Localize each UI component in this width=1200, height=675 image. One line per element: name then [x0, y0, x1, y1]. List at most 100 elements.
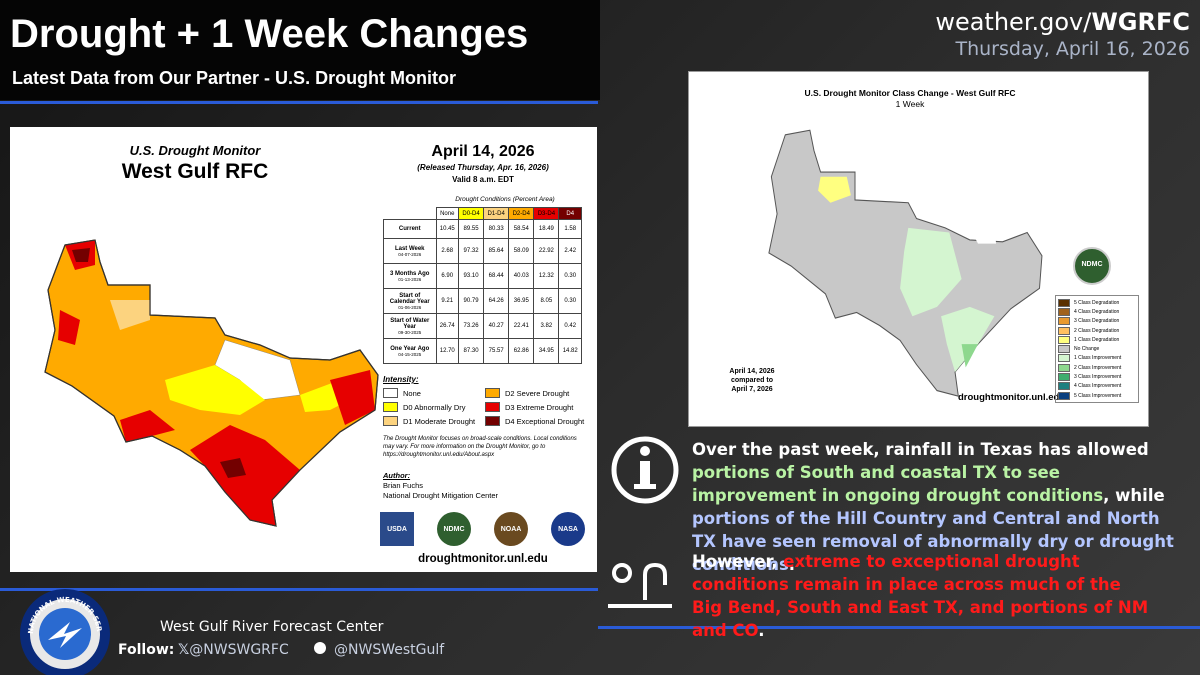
office: West Gulf River Forecast Center	[160, 619, 384, 635]
conditions-table: None D0-D4 D1-D4 D2-D4 D3-D4 D4 Current 10.45 89…	[383, 207, 582, 364]
usdm-date: April 14, 2026	[431, 143, 535, 160]
column-header: None	[435, 207, 459, 220]
cell: 40.27	[483, 313, 510, 339]
table-caption: Drought Conditions (Percent Area)	[455, 196, 555, 203]
cell: 12.32	[533, 263, 560, 289]
site-bold: WGRFC	[1091, 8, 1190, 36]
row-date: 04-15-2025	[398, 351, 422, 357]
legend-label: D1 Moderate Drought	[403, 416, 476, 426]
divider	[0, 101, 598, 104]
info-text: Over the past week, rainfall in Texas ha…	[692, 440, 1149, 459]
row-name: Current	[398, 226, 421, 232]
cell: 34.95	[533, 338, 560, 364]
column-header: D3-D4	[533, 207, 560, 220]
cell: 26.74	[435, 313, 459, 339]
author-label: Author:	[383, 471, 411, 480]
cell: 58.09	[508, 238, 535, 264]
usdm-title: U.S. Drought Monitor	[129, 143, 261, 158]
info-text: extreme to exceptional drought condition…	[692, 552, 1149, 640]
cell: 2.42	[558, 238, 582, 264]
legend-label: 1 Class Degradation	[1074, 336, 1120, 343]
legend-swatch	[1058, 382, 1070, 391]
logos: USDA NDMC NOAA NASA	[380, 512, 585, 546]
usdm-released: (Released Thursday, Apr. 16, 2026)	[417, 163, 549, 172]
info-paragraph: However, extreme to exceptional drought …	[692, 550, 1152, 642]
column-header: D2-D4	[508, 207, 535, 220]
weather-icon	[608, 562, 672, 608]
legend-label: 5 Class Improvement	[1074, 392, 1122, 399]
row-name: Start of Water Year	[390, 317, 430, 330]
legend-item: D0 Abnormally Dry	[383, 402, 466, 412]
table-row: Last Week 04-07-2026 2.68 97.32 85.64 58.09 22…	[383, 238, 582, 264]
legend-label: 3 Class Improvement	[1074, 374, 1122, 381]
legend-item: No Change	[1058, 344, 1136, 354]
table-row: One Year Ago 04-15-2025 12.70 87.30 75.57 62.…	[383, 338, 582, 364]
info-text: However,	[692, 552, 784, 571]
legend-label: D2 Severe Drought	[505, 388, 570, 398]
cell: 12.70	[435, 338, 459, 364]
legend-item: 3 Class Degradation	[1058, 317, 1136, 326]
change-title: U.S. Drought Monitor Class Change - West…	[804, 88, 1016, 98]
cell: 89.55	[457, 219, 485, 239]
cell: 36.95	[508, 288, 535, 314]
cell: 62.86	[508, 338, 535, 364]
legend-item: D4 Exceptional Drought	[485, 416, 584, 426]
legend-label: 3 Class Degradation	[1074, 318, 1120, 325]
info-text: , while	[1103, 486, 1165, 505]
site: weather.gov/WGRFC	[935, 8, 1190, 36]
row-date: 09-30-2025	[398, 329, 422, 335]
legend-label: D3 Extreme Drought	[505, 402, 574, 412]
table-row: Current 10.45 89.55 80.33 58.54 18.49 1.58	[383, 219, 582, 239]
legend-swatch	[383, 416, 398, 426]
x-text: @NWSWGRFC	[189, 642, 289, 658]
legend-label: None	[403, 388, 421, 398]
date: Thursday, April 16, 2026	[955, 38, 1190, 60]
row-name: Last Week	[394, 245, 425, 252]
logo: NOAA	[494, 512, 528, 546]
legend-label: 2 Class Improvement	[1074, 364, 1122, 371]
ndmc-label: NDMC	[1081, 261, 1103, 268]
legend-swatch	[1058, 335, 1070, 344]
legend-label: D0 Abnormally Dry	[403, 402, 466, 412]
compare-line: April 14, 2026	[729, 368, 775, 375]
cell: 64.26	[483, 288, 510, 314]
divider	[0, 588, 598, 591]
follow: Follow:	[118, 642, 175, 658]
table-row: Start of Calendar Year 01-06-2026 9.21 90.7…	[383, 288, 582, 314]
legend-item: None	[383, 388, 421, 398]
legend-swatch	[1058, 317, 1070, 326]
legend-swatch	[383, 388, 398, 398]
row-name: Start of Calendar Year	[389, 292, 430, 305]
fb-handle[interactable]: @NWSWestGulf	[314, 642, 444, 658]
table-row: Start of Water Year 09-30-2025 26.74 73.26 4…	[383, 313, 582, 339]
cell: 18.49	[533, 219, 560, 239]
legend-item: 1 Class Improvement	[1058, 354, 1136, 363]
x-handle[interactable]: 𝕏@NWSWGRFC	[178, 642, 289, 658]
fb-icon	[314, 642, 326, 654]
site-prefix: weather.gov/	[935, 8, 1092, 36]
usdm-note: The Drought Monitor focuses on broad-sca…	[383, 436, 577, 458]
logo: NDMC	[437, 512, 471, 546]
legend-label: 2 Class Degradation	[1074, 327, 1120, 334]
info-paragraph: Over the past week, rainfall in Texas ha…	[692, 438, 1182, 576]
cell: 10.45	[435, 219, 459, 239]
cell: 58.54	[508, 219, 535, 239]
legend-swatch	[1058, 307, 1070, 316]
row-date: 01-06-2026	[398, 304, 422, 310]
row-label: Start of Water Year 09-30-2025	[383, 313, 437, 339]
cell: 73.26	[457, 313, 485, 339]
row-label: Last Week 04-07-2026	[383, 238, 437, 264]
legend-item: 3 Class Improvement	[1058, 372, 1136, 382]
cell: 14.82	[558, 338, 582, 364]
legend-swatch	[1058, 373, 1070, 382]
cell: 6.90	[435, 263, 459, 289]
legend-item: D3 Extreme Drought	[485, 402, 573, 412]
cell: 0.42	[558, 313, 582, 339]
legend-label: 1 Class Improvement	[1074, 355, 1122, 362]
compare: April 14, 2026 compared to April 7, 2026	[722, 367, 782, 394]
legend-swatch	[485, 402, 500, 412]
row-label: 3 Months Ago 01-13-2026	[383, 263, 437, 289]
fb-text: @NWSWestGulf	[334, 642, 445, 658]
legend-label: D4 Exceptional Drought	[505, 416, 585, 426]
